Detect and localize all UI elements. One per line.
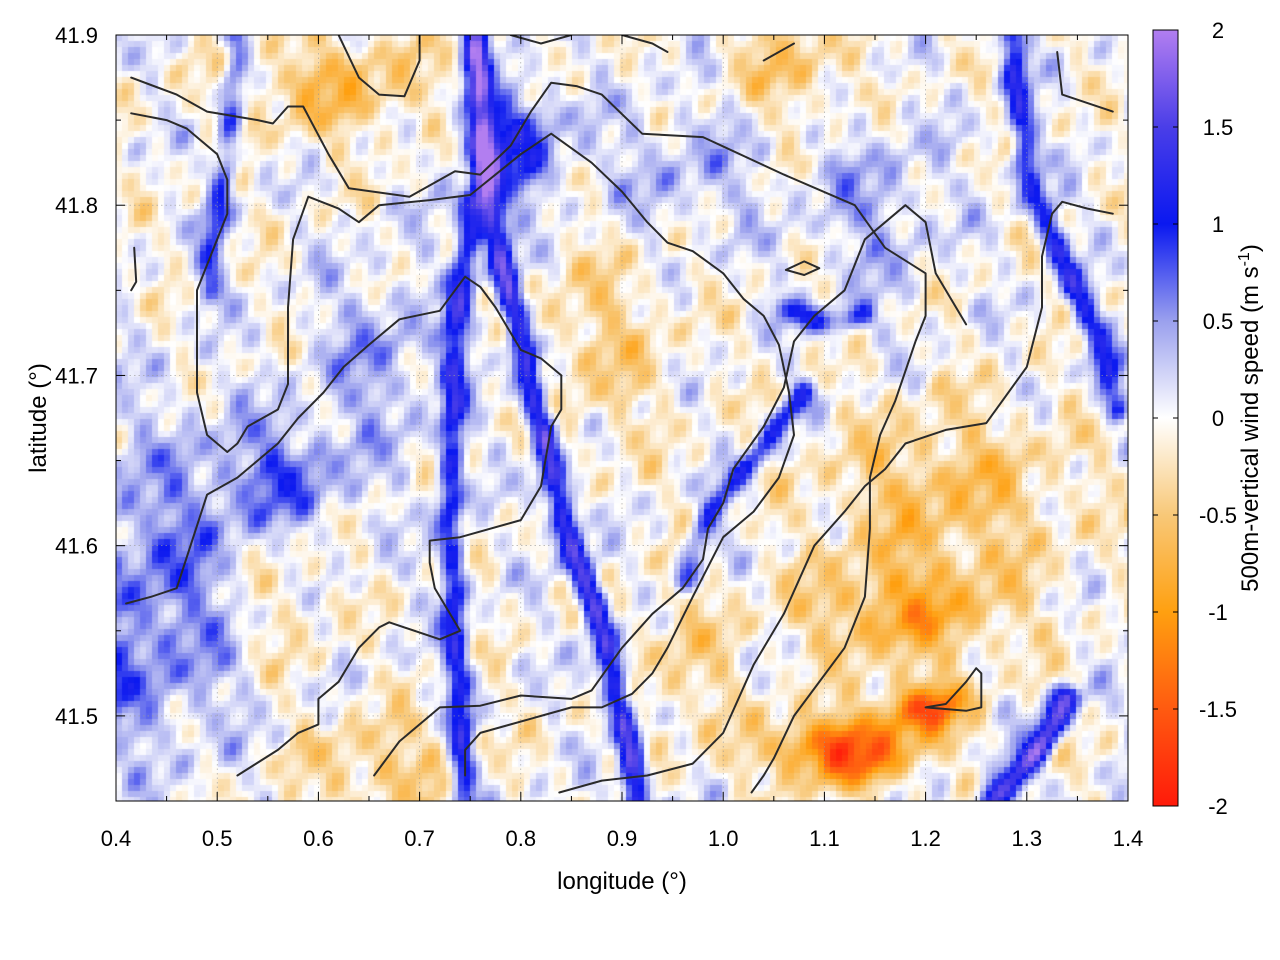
contour-line: [130, 112, 795, 777]
y-tick-label: 41.6: [55, 534, 98, 559]
x-tick-label: 0.9: [607, 826, 638, 851]
y-tick-label: 41.8: [55, 193, 98, 218]
x-tick-label: 1.0: [708, 826, 739, 851]
colorbar-tick-label: 1: [1212, 212, 1224, 237]
x-tick-label: 0.7: [404, 826, 435, 851]
colorbar: 2 1.5 1 0.5 0 -0.5 -1 -1.5 -2 500m-vertical wind…: [1152, 18, 1264, 819]
x-tick-label: 0.4: [101, 826, 132, 851]
colorbar-label-superscript: -1: [1236, 252, 1253, 266]
colorbar-label-end: ): [1237, 244, 1264, 252]
y-tick-labels: 41.5 41.6 41.7 41.8 41.9: [55, 23, 98, 729]
x-tick-label: 0.8: [506, 826, 537, 851]
plot-area: [115, 34, 1129, 802]
colorbar-tick-label: -1.5: [1199, 697, 1237, 722]
contour-line: [621, 35, 669, 53]
colorbar-ticks: 2 1.5 1 0.5 0 -0.5 -1 -1.5 -2: [1153, 18, 1237, 819]
x-tick-label: 0.5: [202, 826, 233, 851]
contour-line: [337, 35, 421, 98]
y-tick-label: 41.7: [55, 363, 98, 388]
x-tick-label: 1.1: [809, 826, 840, 851]
contour-line: [558, 200, 1114, 794]
x-tick-label: 1.3: [1012, 826, 1043, 851]
colorbar-tick-label: 0.5: [1203, 309, 1234, 334]
colorbar-label: 500m-vertical wind speed (m s-1): [1236, 244, 1264, 592]
colorbar-tick-label: 1.5: [1203, 115, 1234, 140]
contour-line: [130, 76, 927, 794]
axis-ticks: [115, 34, 1129, 801]
x-axis-label: longitude (°): [557, 868, 687, 895]
contour-lines: [125, 35, 1114, 794]
contour-line: [125, 275, 563, 777]
colorbar-label-main: 500m-vertical wind speed (m s: [1237, 266, 1264, 591]
y-tick-label: 41.5: [55, 704, 98, 729]
colorbar-tick-label: -0.5: [1199, 503, 1237, 528]
x-tick-label: 0.6: [303, 826, 334, 851]
contour-line: [762, 42, 795, 62]
contour-line: [373, 204, 968, 777]
contour-line: [924, 667, 983, 712]
colorbar-tick-label: -1: [1208, 600, 1228, 625]
contour-line: [130, 246, 138, 292]
contour-line: [784, 260, 821, 276]
y-tick-label: 41.9: [55, 23, 98, 48]
x-tick-label: 1.4: [1113, 826, 1144, 851]
colorbar-tick-label: -2: [1208, 794, 1228, 819]
x-tick-label: 1.2: [910, 826, 941, 851]
x-tick-labels: 0.4 0.5 0.6 0.7 0.8 0.9 1.0 1.1 1.2 1.3 1.4: [101, 826, 1144, 851]
y-axis-label: latitude (°): [25, 363, 52, 473]
colorbar-tick-label: 2: [1212, 18, 1224, 43]
colorbar-tick-label: 0: [1212, 406, 1224, 431]
contour-line: [1056, 51, 1114, 113]
